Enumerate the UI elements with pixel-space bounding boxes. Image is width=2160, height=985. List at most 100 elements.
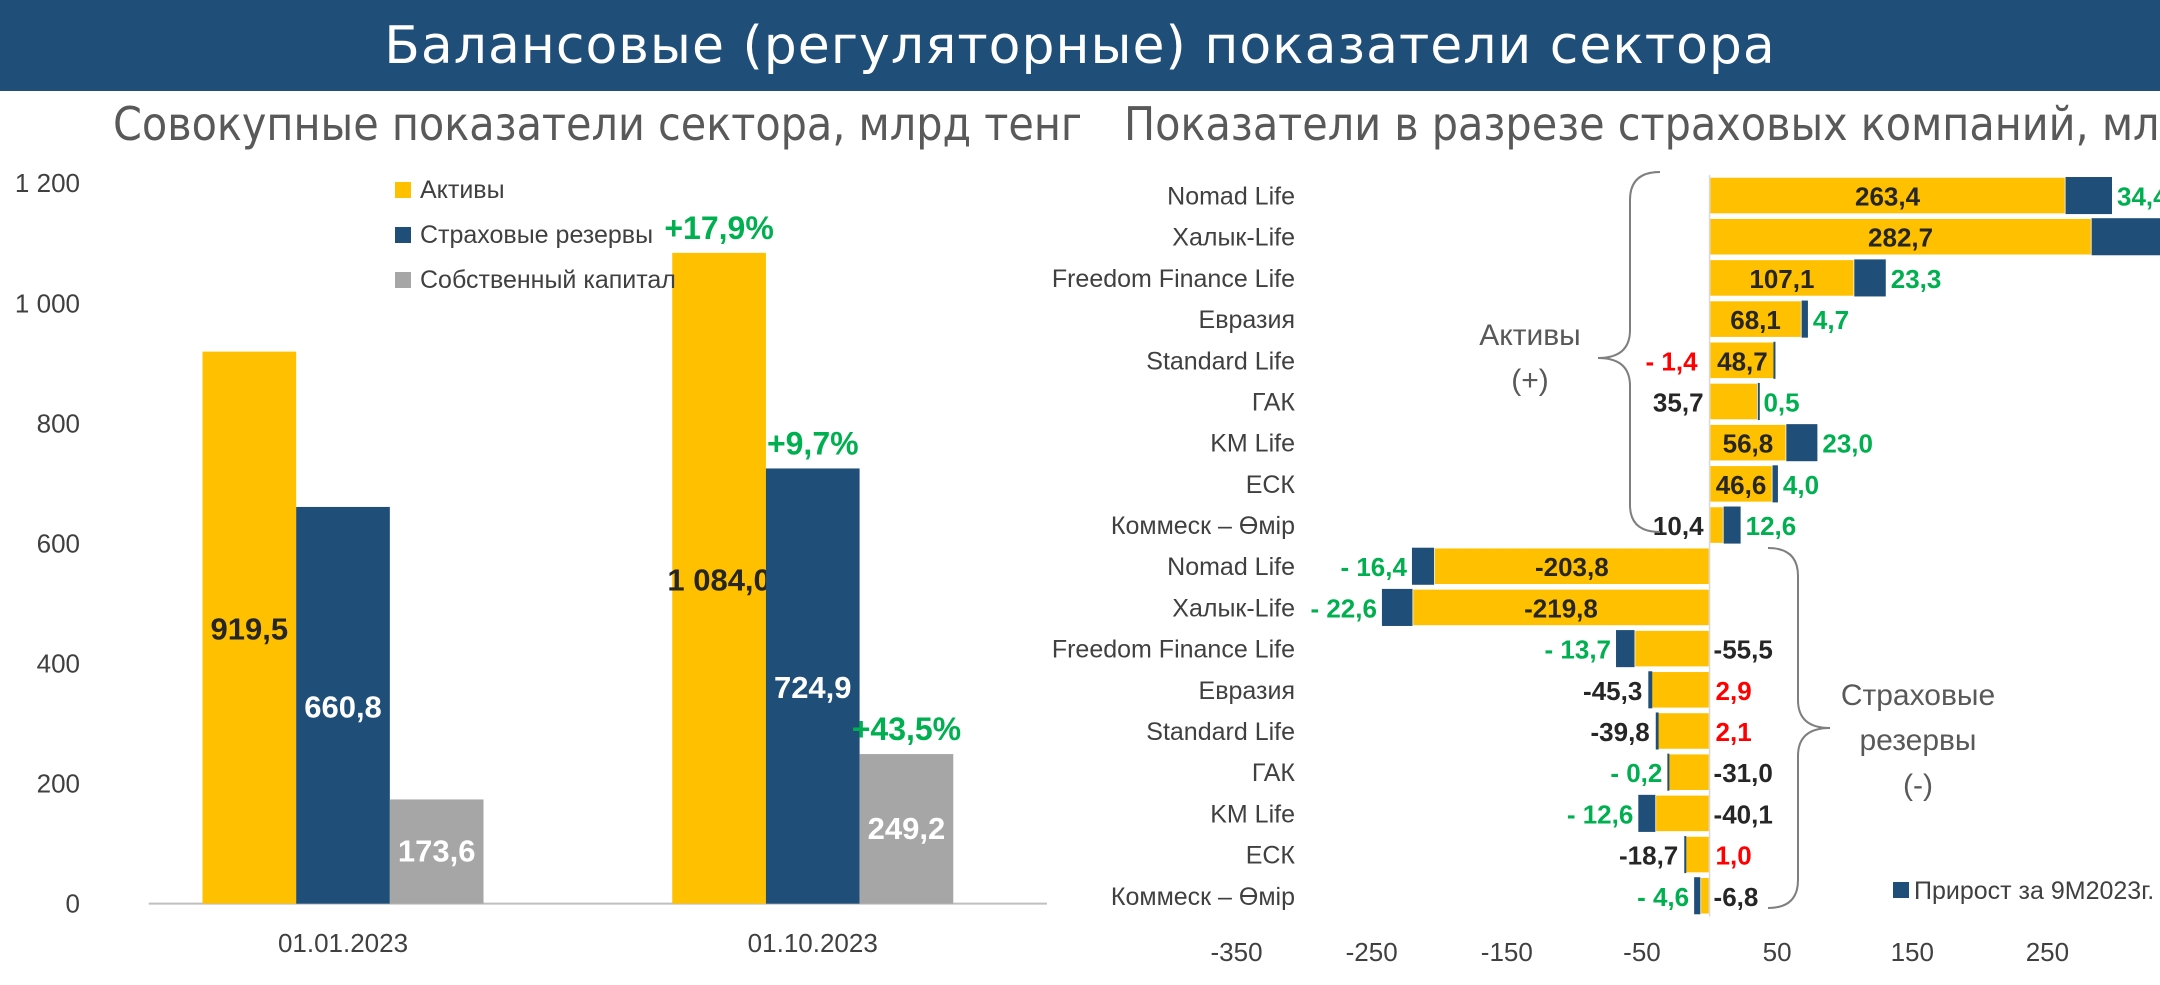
bar-growth [1616, 630, 1635, 668]
value-label: 282,7 [1868, 223, 1933, 253]
growth-label: 0,5 [1763, 387, 1799, 417]
x-tick-label: 01.01.2023 [278, 928, 408, 958]
growth-label: - 1,4 [1646, 346, 1699, 376]
category-label: ГАК [1252, 759, 1296, 787]
bar-equity [389, 799, 484, 904]
value-label: -55,5 [1714, 635, 1773, 665]
bar-growth [1757, 382, 1760, 421]
bar-value [1647, 670, 1711, 710]
growth-label: 1,0 [1716, 841, 1752, 871]
bar-data-label: 919,5 [211, 612, 289, 647]
legend-swatch [1893, 882, 1909, 898]
value-label: 107,1 [1749, 264, 1814, 294]
growth-label: +17,9% [664, 210, 773, 246]
x-tick-label: 250 [2026, 937, 2069, 967]
chart-title: Совокупные показатели сектора, млрд тенг… [113, 97, 1080, 151]
y-tick-label: 1 000 [15, 288, 80, 318]
group-label-reserves: (-) [1903, 769, 1933, 802]
x-tick-label: -250 [1346, 937, 1398, 967]
group-label-reserves: резервы [1860, 724, 1977, 757]
value-label: 35,7 [1653, 387, 1704, 417]
bar-growth [1667, 753, 1670, 791]
y-tick-label: 0 [66, 889, 80, 919]
legend-label: Собственный капитал [420, 266, 676, 294]
sector-totals-chart: Совокупные показатели сектора, млрд тенг… [15, 97, 1080, 958]
value-label: -203,8 [1535, 552, 1609, 582]
value-label: -219,8 [1524, 593, 1598, 623]
bar-value [1708, 382, 1759, 421]
bar-growth [1772, 465, 1778, 503]
legend-label: Прирост за 9М2023г. [1914, 877, 2154, 905]
category-label: ГАК [1252, 388, 1296, 416]
group-label-assets: Активы [1479, 319, 1580, 352]
legend-label: Страховые резервы [420, 221, 653, 249]
category-label: Standard Life [1146, 718, 1295, 746]
value-label: -39,8 [1590, 717, 1649, 747]
bar-growth [1694, 877, 1701, 915]
bar-growth [1854, 259, 1886, 297]
bar-growth [1411, 547, 1435, 585]
bar-growth [2091, 218, 2160, 256]
bar-value [1655, 711, 1711, 751]
value-label: -31,0 [1714, 758, 1773, 788]
value-label: -6,8 [1714, 882, 1759, 912]
category-label: Коммеск – Өмір [1111, 883, 1295, 911]
x-tick-label: 150 [1891, 937, 1934, 967]
category-label: Freedom Finance Life [1052, 265, 1295, 293]
legend-swatch [395, 182, 411, 198]
bar-assets [202, 351, 297, 904]
value-label: 10,4 [1653, 511, 1704, 541]
value-label: 68,1 [1730, 305, 1781, 335]
category-label: Коммеск – Өмір [1111, 512, 1295, 540]
bar-value [1708, 258, 1856, 298]
value-label: -18,7 [1619, 841, 1678, 871]
growth-label: 23,0 [1822, 429, 1873, 459]
bar-value [1699, 876, 1711, 916]
page-title: Балансовые (регуляторные) показатели сек… [384, 15, 1776, 76]
value-label: 263,4 [1855, 182, 1921, 212]
legend-label: Активы [420, 176, 505, 204]
bar-value [1633, 629, 1711, 668]
category-label: Халык-Life [1172, 594, 1295, 622]
growth-label: - 13,7 [1545, 635, 1612, 665]
x-tick-label: -150 [1481, 937, 1533, 967]
bar-growth [1786, 424, 1818, 462]
bar-growth [1723, 506, 1741, 544]
bar-growth [1801, 300, 1808, 338]
bar-growth [1655, 712, 1659, 750]
category-label: Standard Life [1146, 347, 1295, 375]
growth-label: +43,5% [852, 711, 961, 747]
value-label: 48,7 [1717, 346, 1768, 376]
category-label: KM Life [1210, 800, 1295, 828]
y-tick-label: 200 [37, 769, 80, 799]
bar-data-label: 173,6 [398, 834, 476, 869]
category-label: Nomad Life [1167, 553, 1295, 581]
category-label: Евразия [1199, 677, 1295, 705]
bar-assets [672, 252, 766, 904]
growth-label: - 4,6 [1637, 882, 1689, 912]
growth-label: - 12,6 [1567, 799, 1634, 829]
bar-value [1708, 464, 1774, 504]
bar-value [1708, 217, 2093, 257]
bar-growth [1648, 671, 1653, 709]
bar-value [1433, 546, 1711, 586]
category-label: Халык-Life [1172, 224, 1295, 252]
y-tick-label: 800 [37, 408, 80, 438]
header-banner: Балансовые (регуляторные) показатели сек… [0, 0, 2160, 91]
bar-data-label: 249,2 [868, 811, 946, 846]
value-label: -45,3 [1583, 676, 1642, 706]
growth-label: 2,9 [1716, 676, 1752, 706]
value-label: 56,8 [1723, 429, 1774, 459]
bar-value [1708, 341, 1777, 380]
bar-value [1683, 835, 1711, 874]
chart-title: Показатели в разрезе страховых компаний,… [1124, 97, 2160, 151]
legend-swatch [395, 227, 411, 243]
category-label: Nomad Life [1167, 183, 1295, 211]
category-label: KM Life [1210, 430, 1295, 458]
growth-label: 4,0 [1783, 470, 1819, 500]
bar-reserves [765, 468, 860, 904]
brace-reserves [1767, 547, 1831, 909]
bar-growth [1773, 341, 1776, 379]
bar-growth [1381, 588, 1413, 626]
growth-label: 2,1 [1716, 717, 1752, 747]
